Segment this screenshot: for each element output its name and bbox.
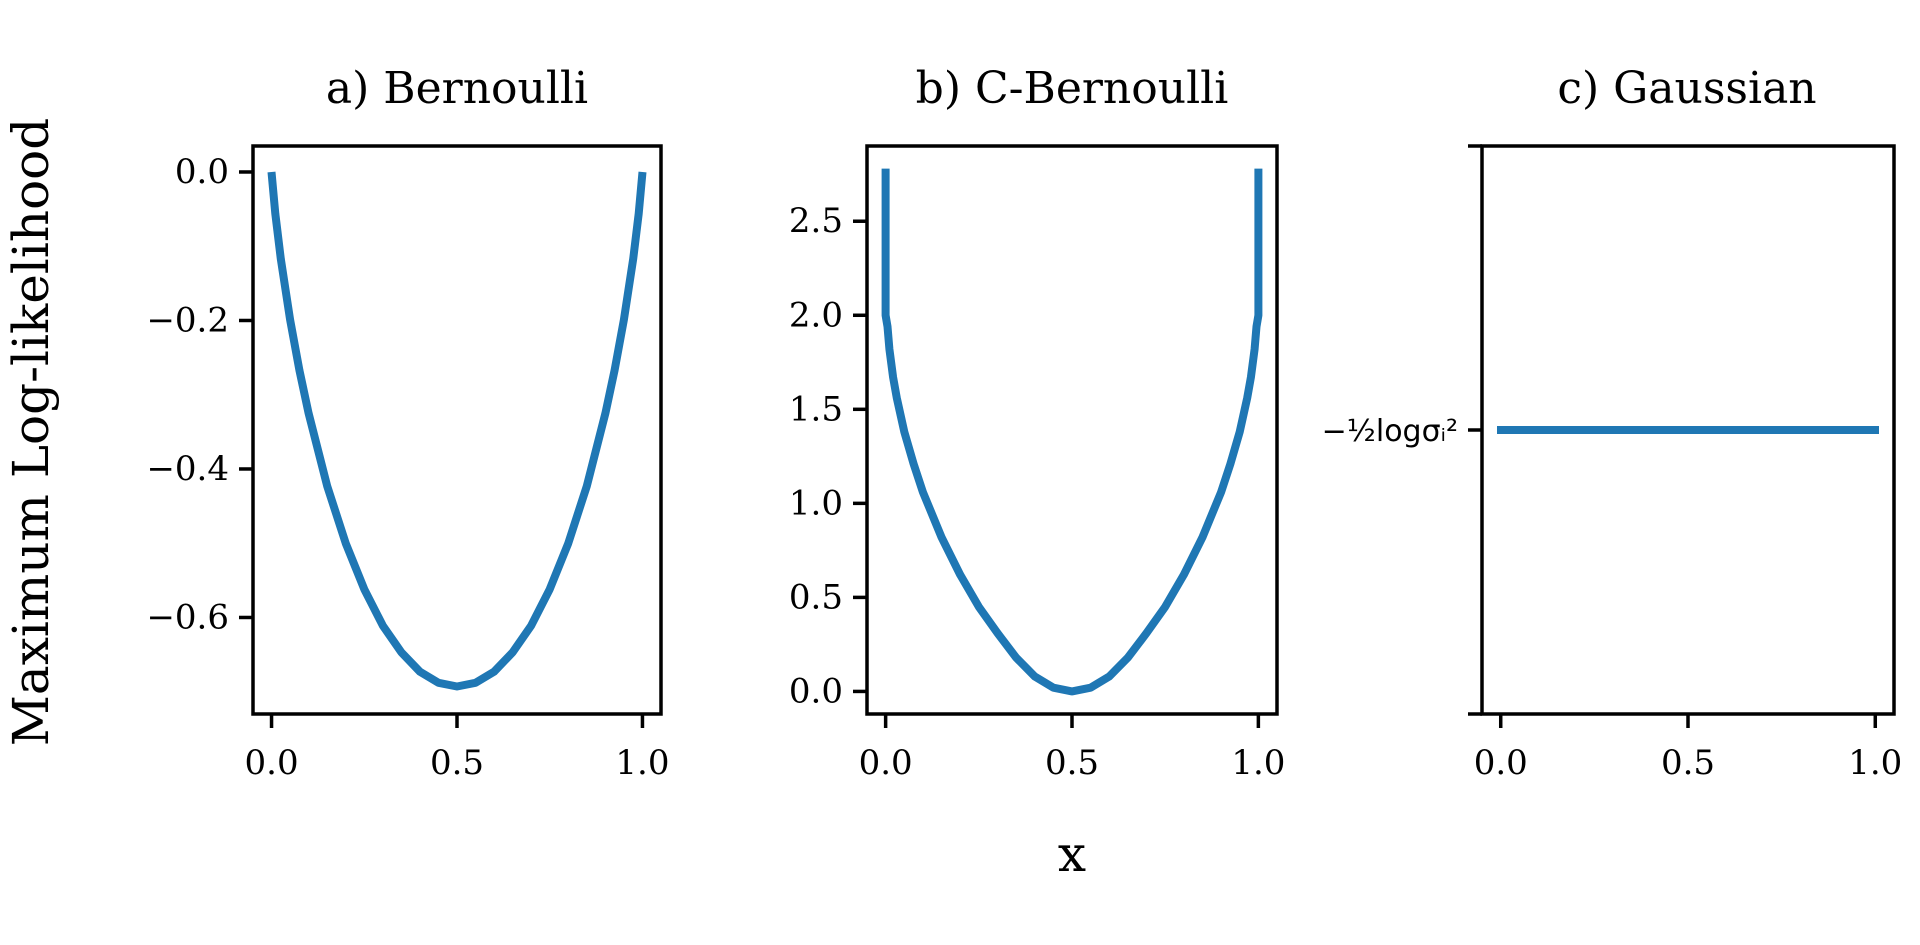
panel-c-bernoulli: b) C-Bernoulli 0.0 0.5 1.0 0.0 0.5 1.0 1.5 2.0 2… [789,63,1285,783]
x-tick-label: 1.0 [1231,743,1285,783]
x-tick-label: 0.5 [1045,743,1099,783]
y-tick-label: 2.0 [789,295,843,335]
y-tick-label: 0.5 [789,577,843,617]
plot-frame [865,144,1279,716]
y-tick-label: −½logσᵢ² [1322,414,1458,449]
panel-title: c) Gaussian [1557,63,1816,114]
panel-title: b) C-Bernoulli [916,63,1229,114]
panel-gaussian: c) Gaussian 0.0 0.5 1.0 −½logσᵢ² [1322,63,1903,783]
y-tick-label: 1.0 [789,483,843,523]
x-tick-label: 1.0 [615,743,669,783]
y-tick-label: −0.6 [146,597,229,637]
panel-bernoulli: a) Bernoulli 0.0 0.5 1.0 0.0 −0.2 −0.4 −0.6 [146,63,669,783]
figure-ylabel: Maximum Log-likelihood [2,118,60,747]
series-line [267,171,647,691]
y-tick-label: 0.0 [175,152,229,192]
x-tick-label: 0.0 [1474,743,1528,783]
y-tick-label: 2.5 [789,201,843,241]
y-tick-label: 1.5 [789,389,843,429]
y-tick-label: −0.2 [146,300,229,340]
x-tick-label: 0.0 [245,743,299,783]
panel-title: a) Bernoulli [326,63,588,114]
y-tick-label: 0.0 [789,671,843,711]
x-tick-label: 0.5 [430,743,484,783]
x-tick-label: 0.5 [1661,743,1715,783]
x-tick-label: 0.0 [859,743,913,783]
y-tick-label: −0.4 [146,449,229,489]
figure-xlabel: x [1058,825,1086,883]
x-tick-label: 1.0 [1848,743,1902,783]
series-line [881,168,1263,696]
